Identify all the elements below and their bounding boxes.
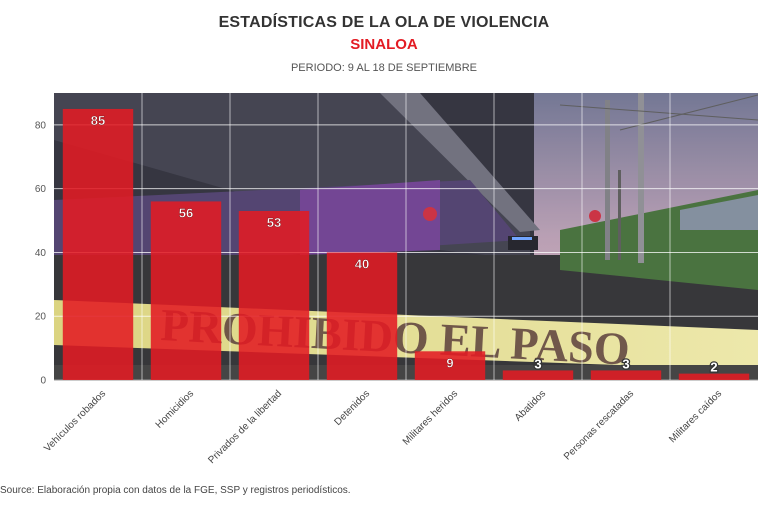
- bar: [414, 351, 486, 380]
- bar: [238, 210, 310, 380]
- x-axis: Vehículos robados Homicidios Privados de l…: [42, 388, 724, 466]
- bar: [502, 370, 574, 380]
- bar: [326, 252, 398, 380]
- bar-value-label: 9: [446, 355, 453, 370]
- bar-value-label: 3: [622, 356, 629, 371]
- bar-value-label: 56: [179, 205, 193, 220]
- bar-value-label: 85: [91, 113, 105, 128]
- x-tick-label: Vehículos robados: [42, 388, 108, 454]
- source-note: Source: Elaboración propia con datos de …: [0, 485, 351, 496]
- bars: 85 56 53 40 9 3 3 2: [62, 108, 750, 380]
- period-label: PERIODO: 9 AL 18 DE SEPTIEMBRE: [290, 62, 478, 74]
- x-tick-label: Personas rescatadas: [562, 388, 636, 462]
- y-tick-label: 80: [35, 120, 47, 131]
- x-tick-label: Militares caídos: [667, 388, 724, 445]
- x-tick-label: Homicidios: [154, 388, 196, 430]
- bar-value-label: 53: [267, 215, 281, 230]
- bar: [62, 108, 134, 380]
- bar: [590, 370, 662, 380]
- y-tick-label: 20: [35, 312, 47, 323]
- y-tick-label: 40: [35, 248, 47, 259]
- bar: [678, 373, 750, 380]
- x-tick-label: Detenidos: [333, 388, 373, 428]
- y-tick-label: 60: [35, 184, 47, 195]
- chart-title: ESTADÍSTICAS DE LA OLA DE VIOLENCIA: [218, 14, 550, 31]
- bar-value-label: 3: [534, 356, 541, 371]
- x-tick-label: Privados de la libertad: [206, 388, 284, 466]
- y-tick-label: 0: [40, 376, 46, 387]
- bar: [150, 201, 222, 380]
- x-tick-label: Militares heridos: [401, 388, 460, 447]
- x-tick-label: Abatidos: [513, 388, 548, 423]
- y-axis: 0 20 40 60 80: [35, 120, 47, 386]
- bar-value-label: 2: [710, 360, 717, 375]
- chart-subtitle: SINALOA: [350, 36, 418, 53]
- bar-value-label: 40: [355, 256, 369, 271]
